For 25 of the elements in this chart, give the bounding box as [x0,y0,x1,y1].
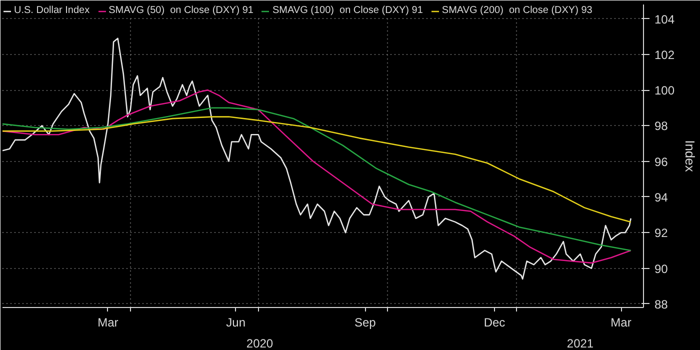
y-tick-label: 100 [654,84,675,98]
legend-label: SMAVG (50) on Close (DXY) 91 [108,5,254,16]
y-tick-label: 96 [654,154,668,169]
x-tick-label: Sep [354,316,376,330]
y-tick-label: 104 [654,12,675,26]
line-series [2,38,632,280]
text: 2020 [246,336,274,350]
line-series [2,107,632,252]
text: 2021 [566,336,594,350]
line-series [2,89,632,264]
y-tick-label: 90 [654,262,668,276]
x-tick-label: Mar [610,316,632,330]
x-tick-label: Mar [98,316,118,330]
legend-label: U.S. Dollar Index [14,5,90,16]
legend-label: SMAVG (200) on Close (DXY) 93 [442,5,592,16]
y-tick-label: 94 [654,190,668,204]
y-tick-label: 102 [654,48,675,62]
y-tick-label: 98 [654,119,668,134]
legend-label: SMAVG (100) on Close (DXY) 91 [272,5,423,16]
line-series [2,116,632,223]
x-tick-label: Jun [226,316,246,330]
y-tick-label: 92 [654,226,668,240]
x-tick-label: Dec [484,316,506,330]
y-tick-label: 88 [654,297,668,312]
y-axis-title: Index [682,140,698,172]
